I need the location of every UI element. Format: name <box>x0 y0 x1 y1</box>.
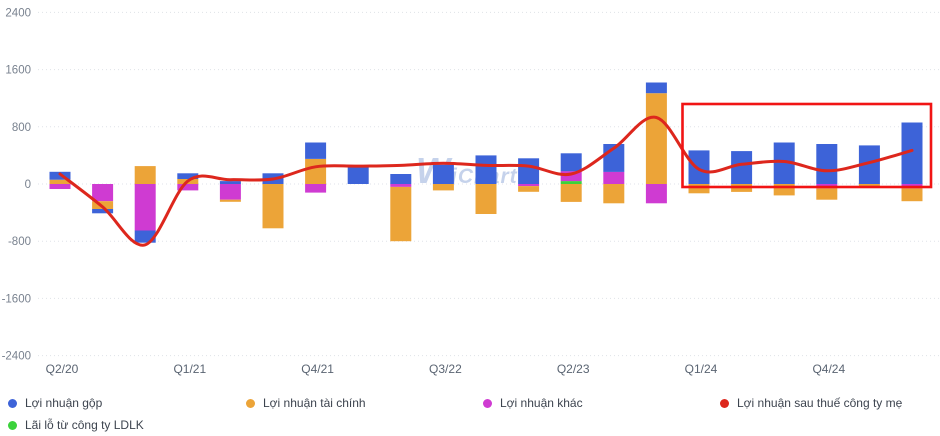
bar-segment-gross-profit[interactable]: Q1/24 · Lợi nhuận gộp: 470 <box>688 150 710 184</box>
bar-segment-gross-profit[interactable]: Q4/24 · Lợi nhuận gộp: 560 <box>816 144 838 184</box>
bar-segment-other-profit[interactable]: Q2/21 · Lợi nhuận khác: -220 <box>219 184 241 200</box>
bar-segment-gross-profit[interactable]: Q2/21 · Lợi nhuận gộp: 40 <box>219 181 241 184</box>
bar-segment-other-profit[interactable]: Q2/22 · Lợi nhuận khác: -40 <box>390 184 412 187</box>
bar-segment-gross-profit[interactable]: Q4/22 · Lợi nhuận gộp: 400 <box>475 155 497 184</box>
net-profit-parent-legend-dot-icon <box>720 398 729 408</box>
bar-segment-gross-profit[interactable]: Q1/22 · Lợi nhuận gộp: 260 <box>347 165 369 184</box>
bar-segment-financial-profit[interactable]: Q2/25 · Lợi nhuận tài chính: -180 <box>901 188 923 202</box>
legend-label: Lợi nhuận sau thuế công ty mẹ <box>737 396 903 410</box>
highlight-box <box>681 102 933 189</box>
legend-item-financial-profit[interactable]: Lợi nhuận tài chính <box>246 397 483 409</box>
bar-segment-gross-profit[interactable]: Q2/22 · Lợi nhuận gộp: 140 <box>390 174 412 184</box>
bar-segment-financial-profit[interactable]: Q2/20 · Lợi nhuận tài chính: 60 <box>49 179 71 184</box>
chart-legend: Lợi nhuận gộp Lợi nhuận tài chính Lợi nhuậ… <box>8 392 934 436</box>
bar-segment-financial-profit[interactable]: Q2/23 · Lợi nhuận tài chính: -250 <box>560 184 582 202</box>
y-axis-label: -1600 <box>2 293 31 305</box>
bar-segment-other-profit[interactable]: Q4/21 · Lợi nhuận khác: -120 <box>305 184 327 193</box>
legend-item-other-profit[interactable]: Lợi nhuận khác <box>483 397 720 409</box>
x-axis-label: Q2/20 <box>46 362 79 376</box>
x-axis-label: Q4/21 <box>301 362 334 376</box>
bar-segment-financial-profit[interactable]: Q3/21 · Lợi nhuận tài chính: -620 <box>262 184 284 229</box>
y-axis-label: 800 <box>12 122 31 134</box>
bar-segment-other-profit[interactable]: Q2/20 · Lợi nhuận khác: -70 <box>49 184 71 189</box>
x-axis-label: Q4/24 <box>812 362 845 376</box>
y-axis-label: 1600 <box>5 65 31 77</box>
legend-item-gross-profit[interactable]: Lợi nhuận gộp <box>8 397 246 409</box>
bar-segment-financial-profit[interactable]: Q2/22 · Lợi nhuận tài chính: -760 <box>390 186 412 242</box>
legend-label: Lãi lỗ từ công ty LDLK <box>25 418 144 432</box>
bar-segment-gross-profit[interactable]: Q4/23 · Lợi nhuận gộp: 150 <box>645 82 667 94</box>
bar-segment-financial-profit[interactable]: Q2/21 · Lợi nhuận tài chính: -30 <box>219 199 241 202</box>
legend-item-ldlk-profit-loss[interactable]: Lãi lỗ từ công ty LDLK <box>8 419 246 431</box>
bar-segment-gross-profit[interactable]: Q2/24 · Lợi nhuận gộp: 460 <box>731 151 753 184</box>
bar-segment-financial-profit[interactable]: Q4/24 · Lợi nhuận tài chính: -160 <box>816 188 838 200</box>
y-axis-label: 0 <box>25 179 31 191</box>
ldlk-profit-loss-legend-dot-icon <box>8 420 17 430</box>
gross-profit-legend-dot-icon <box>8 398 17 408</box>
bar-segment-financial-profit[interactable]: Q4/23 · Lợi nhuận tài chính: 1270 <box>645 93 667 184</box>
bar-segment-gross-profit[interactable]: Q4/21 · Lợi nhuận gộp: 230 <box>305 142 327 159</box>
x-axis-label: Q1/21 <box>173 362 206 376</box>
bar-segment-financial-profit[interactable]: Q3/24 · Lợi nhuận tài chính: -160 <box>773 184 795 196</box>
bar-segment-other-profit[interactable]: Q4/20 · Lợi nhuận khác: -650 <box>134 184 156 231</box>
bar-segment-other-profit[interactable]: Q3/23 · Lợi nhuận khác: 170 <box>603 171 625 184</box>
bar-segment-financial-profit[interactable]: Q1/24 · Lợi nhuận tài chính: -130 <box>688 184 710 194</box>
bar-segment-gross-profit[interactable]: Q3/22 · Lợi nhuận gộp: 270 <box>432 164 454 184</box>
bar-segment-gross-profit[interactable]: Q1/25 · Lợi nhuận gộp: 540 <box>858 145 880 184</box>
x-axis-label: Q2/23 <box>557 362 590 376</box>
legend-label: Lợi nhuận gộp <box>25 396 103 410</box>
chart-canvas: 2400 1600 800 0 -800 -1600 -2400 Q2/20 · Lợi nh… <box>2 7 940 376</box>
bar-segment-financial-profit[interactable]: Q4/21 · Lợi nhuận tài chính: 350 <box>305 159 327 184</box>
y-axis-label: -800 <box>8 236 31 248</box>
bar-segment-other-profit[interactable]: Q1/21 · Lợi nhuận khác: -90 <box>177 184 199 191</box>
bar-segment-gross-profit[interactable]: Q2/25 · Lợi nhuận gộp: 860 <box>901 122 923 185</box>
y-axis-label: -2400 <box>2 351 31 363</box>
bar-segment-financial-profit[interactable]: Q4/20 · Lợi nhuận tài chính: 250 <box>134 166 156 184</box>
bar-segment-other-profit[interactable]: Q4/23 · Lợi nhuận khác: -270 <box>645 184 667 204</box>
bar-segment-ldlk-profit-loss[interactable]: Q2/23 · Lãi lỗ từ công ty LDLK: 40 <box>560 181 582 184</box>
bar-segment-other-profit[interactable]: Q2/23 · Lợi nhuận khác: 140 <box>560 171 582 182</box>
x-axis-label: Q3/22 <box>429 362 462 376</box>
bar-segment-financial-profit[interactable]: Q4/22 · Lợi nhuận tài chính: -420 <box>475 184 497 214</box>
bar-segment-gross-profit[interactable]: Q2/23 · Lợi nhuận gộp: 250 <box>560 153 582 172</box>
bar-segment-gross-profit[interactable]: Q3/24 · Lợi nhuận gộp: 580 <box>773 142 795 185</box>
bar-segment-gross-profit[interactable]: Q1/21 · Lợi nhuận gộp: 80 <box>177 173 199 179</box>
bar-segment-financial-profit[interactable]: Q1/23 · Lợi nhuận tài chính: -80 <box>518 186 540 192</box>
other-profit-legend-dot-icon <box>483 398 492 408</box>
legend-label: Lợi nhuận khác <box>500 396 583 410</box>
x-axis-label: Q1/24 <box>685 362 718 376</box>
bar-segment-gross-profit[interactable]: Q1/23 · Lợi nhuận gộp: 360 <box>518 158 540 184</box>
bar-segment-other-profit[interactable]: Q3/20 · Lợi nhuận khác: -240 <box>92 184 114 202</box>
legend-item-net-profit-parent[interactable]: Lợi nhuận sau thuế công ty mẹ <box>720 397 934 409</box>
bar-segment-financial-profit[interactable]: Q3/23 · Lợi nhuận tài chính: -270 <box>603 184 625 204</box>
bar-segment-gross-profit[interactable]: Q3/20 · Lợi nhuận gộp: -60 <box>92 209 114 214</box>
y-axis-label: 2400 <box>5 7 31 19</box>
financial-profit-legend-dot-icon <box>246 398 255 408</box>
legend-label: Lợi nhuận tài chính <box>263 396 366 410</box>
net-profit-line[interactable] <box>58 115 914 247</box>
bar-segment-financial-profit[interactable]: Q3/22 · Lợi nhuận tài chính: -90 <box>432 184 454 191</box>
bar-segment-other-profit[interactable]: Q1/23 · Lợi nhuận khác: -30 <box>518 184 540 187</box>
